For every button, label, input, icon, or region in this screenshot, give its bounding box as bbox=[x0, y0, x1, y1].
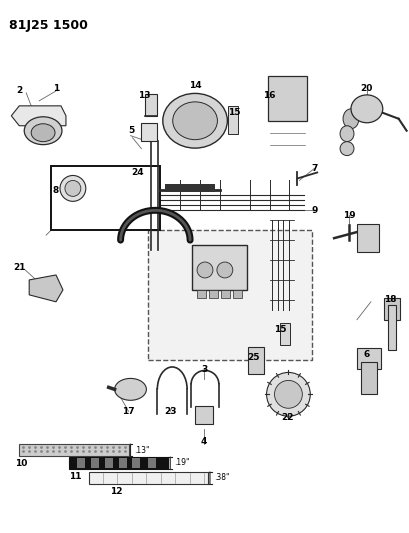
FancyBboxPatch shape bbox=[209, 290, 218, 298]
Ellipse shape bbox=[115, 378, 146, 400]
Text: 25: 25 bbox=[247, 353, 260, 362]
Text: 1: 1 bbox=[53, 84, 59, 93]
Ellipse shape bbox=[343, 109, 359, 129]
FancyBboxPatch shape bbox=[91, 458, 99, 468]
Circle shape bbox=[274, 381, 302, 408]
Text: 16: 16 bbox=[263, 91, 276, 100]
Text: 13: 13 bbox=[138, 91, 151, 100]
Text: 5: 5 bbox=[128, 126, 135, 135]
FancyBboxPatch shape bbox=[165, 184, 215, 192]
FancyBboxPatch shape bbox=[228, 106, 238, 134]
Ellipse shape bbox=[31, 124, 55, 142]
Text: 14: 14 bbox=[189, 82, 201, 91]
Text: 3: 3 bbox=[201, 365, 207, 374]
Ellipse shape bbox=[340, 126, 354, 142]
Text: 81J25 1500: 81J25 1500 bbox=[9, 19, 88, 33]
Text: 17: 17 bbox=[122, 407, 135, 416]
Text: 11: 11 bbox=[69, 472, 81, 481]
FancyBboxPatch shape bbox=[221, 290, 230, 298]
FancyBboxPatch shape bbox=[89, 472, 208, 484]
Text: 18: 18 bbox=[384, 295, 397, 304]
Circle shape bbox=[60, 175, 86, 201]
Ellipse shape bbox=[340, 142, 354, 156]
FancyBboxPatch shape bbox=[119, 458, 126, 468]
Text: 15: 15 bbox=[274, 325, 287, 334]
FancyBboxPatch shape bbox=[248, 346, 263, 375]
FancyBboxPatch shape bbox=[357, 348, 381, 369]
FancyBboxPatch shape bbox=[281, 322, 290, 345]
Text: 21: 21 bbox=[13, 263, 25, 272]
Ellipse shape bbox=[351, 95, 383, 123]
FancyBboxPatch shape bbox=[142, 123, 157, 141]
FancyBboxPatch shape bbox=[69, 457, 168, 469]
Text: 24: 24 bbox=[131, 168, 144, 177]
Polygon shape bbox=[29, 275, 63, 302]
Polygon shape bbox=[11, 106, 66, 126]
FancyBboxPatch shape bbox=[192, 245, 247, 290]
Circle shape bbox=[197, 262, 213, 278]
Text: .19": .19" bbox=[174, 458, 190, 467]
Text: 9: 9 bbox=[311, 206, 317, 215]
Ellipse shape bbox=[24, 117, 62, 144]
Text: 10: 10 bbox=[15, 459, 27, 469]
Text: .13": .13" bbox=[135, 446, 150, 455]
Text: 8: 8 bbox=[53, 186, 59, 195]
FancyBboxPatch shape bbox=[105, 458, 112, 468]
FancyBboxPatch shape bbox=[388, 305, 396, 350]
Text: 22: 22 bbox=[281, 413, 294, 422]
FancyBboxPatch shape bbox=[146, 94, 157, 116]
FancyBboxPatch shape bbox=[77, 458, 85, 468]
Text: 12: 12 bbox=[110, 487, 123, 496]
FancyBboxPatch shape bbox=[148, 458, 156, 468]
FancyBboxPatch shape bbox=[19, 444, 128, 456]
Circle shape bbox=[65, 181, 81, 196]
Text: .38": .38" bbox=[214, 473, 229, 482]
FancyBboxPatch shape bbox=[197, 290, 206, 298]
Ellipse shape bbox=[163, 93, 227, 148]
Text: 2: 2 bbox=[16, 86, 22, 95]
Text: 6: 6 bbox=[364, 350, 370, 359]
Text: 4: 4 bbox=[201, 437, 207, 446]
FancyBboxPatch shape bbox=[267, 76, 307, 121]
Circle shape bbox=[267, 373, 310, 416]
FancyBboxPatch shape bbox=[195, 406, 213, 424]
FancyBboxPatch shape bbox=[233, 290, 242, 298]
FancyBboxPatch shape bbox=[384, 298, 400, 320]
Circle shape bbox=[217, 262, 233, 278]
FancyBboxPatch shape bbox=[357, 224, 379, 252]
FancyBboxPatch shape bbox=[148, 230, 312, 360]
Text: 15: 15 bbox=[227, 108, 240, 117]
Text: 20: 20 bbox=[361, 84, 373, 93]
Text: 7: 7 bbox=[311, 164, 317, 173]
FancyBboxPatch shape bbox=[361, 362, 377, 394]
Text: 19: 19 bbox=[343, 211, 355, 220]
FancyBboxPatch shape bbox=[133, 458, 140, 468]
Text: 23: 23 bbox=[164, 407, 177, 416]
Ellipse shape bbox=[173, 102, 218, 140]
